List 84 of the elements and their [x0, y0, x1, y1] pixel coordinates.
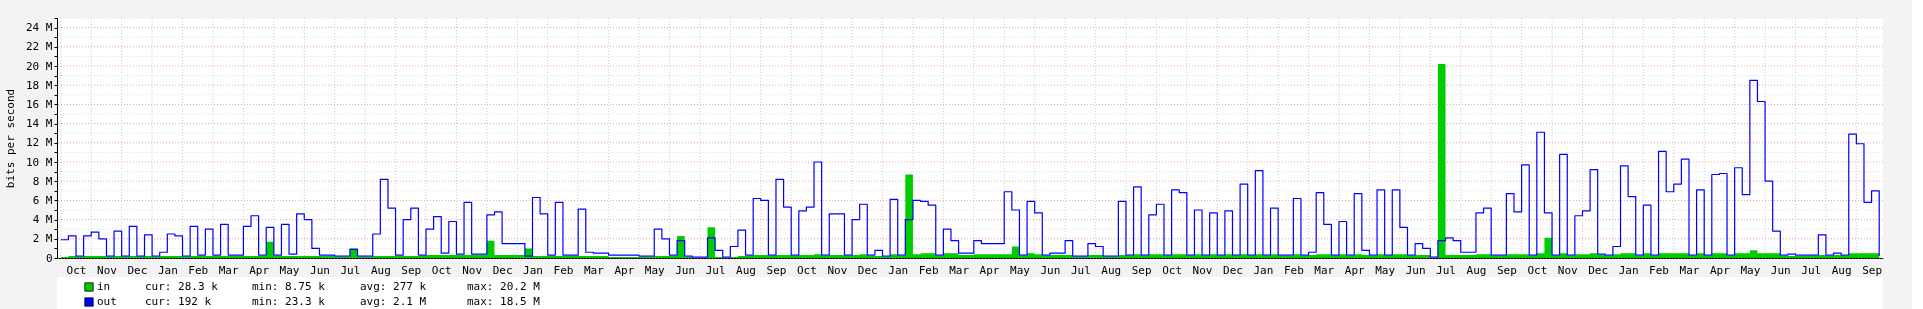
x-tick-label: May — [1010, 263, 1031, 277]
x-tick-label: Aug — [1466, 263, 1487, 277]
text: cur: 28.3 k — [145, 280, 219, 293]
y-tick-label: 18 M — [26, 78, 53, 92]
x-tick-label: Feb — [553, 263, 574, 277]
y-tick-label: 24 M — [26, 21, 53, 35]
x-tick-label: Aug — [1101, 263, 1122, 277]
y-tick-label: 6 M — [32, 193, 53, 207]
y-tick-label: 10 M — [26, 155, 53, 169]
x-tick-label: Dec — [492, 263, 513, 277]
x-tick-label: Jun — [1770, 263, 1791, 277]
text: min: 8.75 k — [252, 280, 326, 293]
x-tick-label: Sep — [401, 263, 422, 277]
y-tick-label: 22 M — [26, 40, 53, 54]
x-tick-label: Feb — [188, 263, 209, 277]
x-tick-label: Apr — [249, 263, 270, 277]
x-tick-label: Jul — [340, 263, 361, 277]
x-tick-label: May — [644, 263, 666, 277]
x-tick-label: Jul — [705, 263, 726, 277]
legend-label: in — [97, 280, 111, 293]
y-tick-label: 0 — [45, 251, 53, 265]
y-tick-label: 4 M — [32, 213, 53, 227]
x-tick-label: Mar — [1314, 263, 1335, 277]
x-tick-label: Jul — [1801, 263, 1822, 277]
x-tick-label: Nov — [462, 263, 483, 277]
text: cur: 192 k — [145, 295, 212, 308]
y-tick-label: 2 M — [32, 232, 53, 246]
y-axis-title: bits per second — [4, 88, 18, 189]
x-tick-label: Sep — [1862, 263, 1883, 277]
text: max: 20.2 M — [467, 280, 541, 293]
x-tick-label: May — [279, 263, 300, 277]
x-tick-label: Dec — [1588, 263, 1609, 277]
x-tick-label: Oct — [1527, 263, 1548, 277]
x-tick-label: Oct — [796, 263, 817, 277]
text: max: 18.5 M — [467, 295, 541, 308]
x-tick-label: Feb — [1283, 263, 1304, 277]
x-tick-label: Jun — [1040, 263, 1061, 277]
y-tick-label: 12 M — [26, 136, 53, 150]
x-tick-label: Nov — [97, 263, 118, 277]
y-tick-label: 20 M — [26, 59, 53, 73]
x-tick-label: Jan — [1618, 263, 1639, 277]
x-tick-label: Nov — [1557, 263, 1579, 277]
x-tick-label: Sep — [766, 263, 787, 277]
x-tick-label: Aug — [1831, 263, 1852, 277]
x-tick-label: Dec — [857, 263, 878, 277]
x-tick-label: Nov — [827, 263, 848, 277]
x-tick-label: Mar — [218, 263, 239, 277]
x-tick-label: Mar — [949, 263, 970, 277]
x-tick-label: Jul — [1070, 263, 1091, 277]
x-tick-label: Feb — [1649, 263, 1669, 277]
x-tick-label: Oct — [66, 263, 87, 277]
x-tick-label: Jan — [888, 263, 909, 277]
x-tick-label: Sep — [1131, 263, 1152, 277]
text: avg: 277 k — [360, 280, 427, 293]
x-tick-label: Oct — [431, 263, 452, 277]
x-tick-label: Mar — [1679, 263, 1700, 277]
x-tick-label: Apr — [979, 263, 1000, 277]
x-tick-label: Feb — [918, 263, 939, 277]
x-tick-label: Apr — [1344, 263, 1366, 277]
x-tick-label: Jul — [1436, 263, 1456, 277]
x-tick-label: Aug — [736, 263, 756, 277]
x-tick-label: Dec — [127, 263, 148, 277]
x-tick-label: Jun — [310, 263, 330, 277]
y-tick-label: 14 M — [26, 117, 53, 131]
x-tick-label: Jan — [1253, 263, 1274, 277]
x-tick-label: Jan — [523, 263, 543, 277]
x-tick-label: Jan — [157, 263, 178, 277]
x-tick-label: Aug — [370, 263, 391, 277]
y-tick-label: 8 M — [32, 174, 53, 188]
x-tick-label: Apr — [1709, 263, 1731, 277]
x-tick-label: Apr — [614, 263, 635, 277]
text: avg: 2.1 M — [360, 295, 427, 308]
x-tick-label: Sep — [1496, 263, 1517, 277]
y-tick-label: 16 M — [26, 97, 53, 111]
x-tick-label: Nov — [1192, 263, 1213, 277]
x-tick-label: Jun — [1405, 263, 1426, 277]
x-tick-label: Mar — [583, 263, 605, 277]
legend-label: out — [97, 295, 117, 308]
x-tick-label: Oct — [1162, 263, 1183, 277]
x-tick-label: May — [1375, 263, 1396, 277]
x-tick-label: Jun — [675, 263, 696, 277]
x-tick-label: Dec — [1223, 263, 1243, 277]
x-tick-label: May — [1740, 263, 1761, 277]
text: min: 23.3 k — [252, 295, 326, 308]
